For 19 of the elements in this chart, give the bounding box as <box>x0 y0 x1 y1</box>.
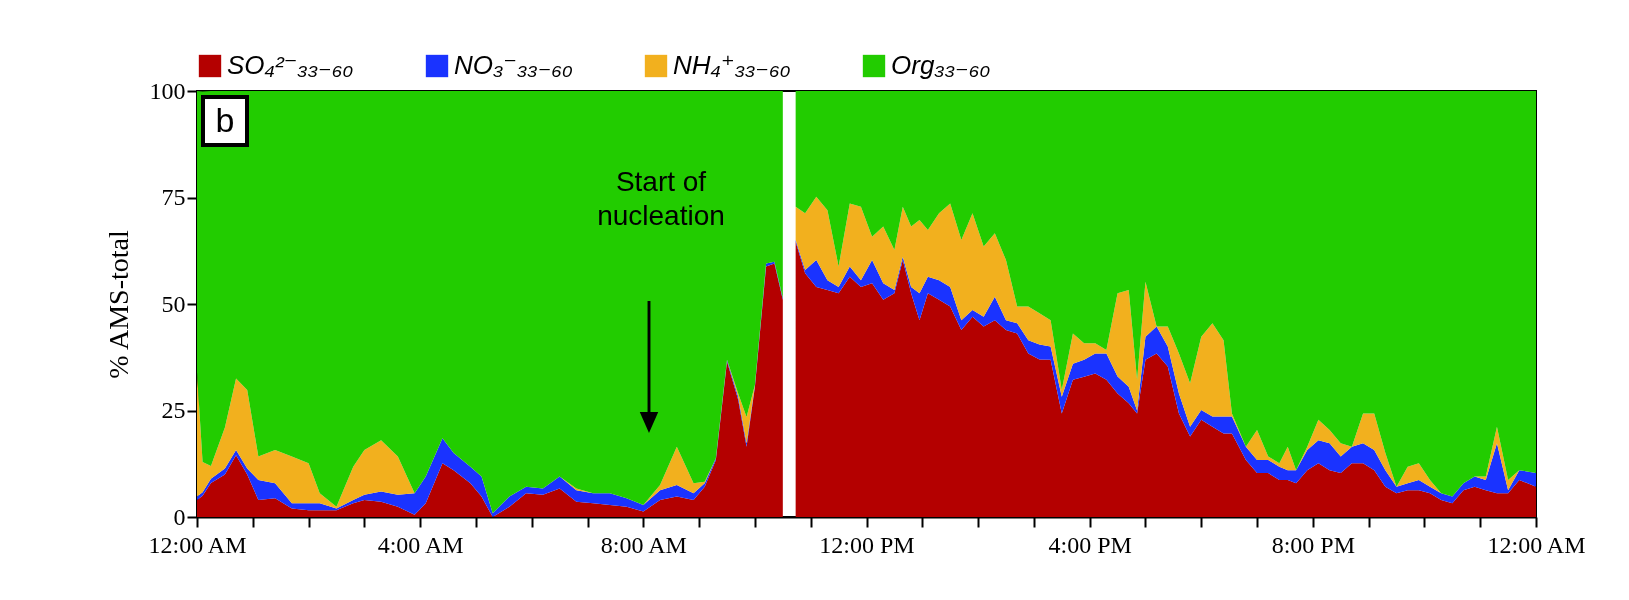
legend-label: Org₃₃₋₆₀ <box>891 50 991 80</box>
legend-label: SO₄²⁻₃₃₋₆₀ <box>227 50 354 80</box>
x-tick-label: 4:00 PM <box>1048 531 1132 558</box>
x-tick-label: 12:00 PM <box>819 531 915 558</box>
y-axis-title: % AMS-total <box>102 230 134 379</box>
y-tick-label: 100 <box>149 77 186 104</box>
y-tick-label: 50 <box>161 290 186 317</box>
annotation: b <box>215 101 235 139</box>
legend-label: NO₃⁻₃₃₋₆₀ <box>454 50 573 80</box>
x-tick-label: 8:00 AM <box>600 531 687 558</box>
x-tick-label: 12:00 AM <box>148 531 247 558</box>
x-tick-label: 12:00 AM <box>1487 531 1586 558</box>
y-tick-label: 25 <box>161 397 186 423</box>
x-tick-label: 8:00 PM <box>1271 531 1356 558</box>
y-tick-label: 0 <box>173 503 186 530</box>
legend-label: NH₄⁺₃₃₋₆₀ <box>673 50 791 80</box>
y-tick-label: 75 <box>161 184 186 210</box>
annotation: Start of nucleation <box>597 166 725 231</box>
x-tick-label: 4:00 AM <box>377 531 464 558</box>
